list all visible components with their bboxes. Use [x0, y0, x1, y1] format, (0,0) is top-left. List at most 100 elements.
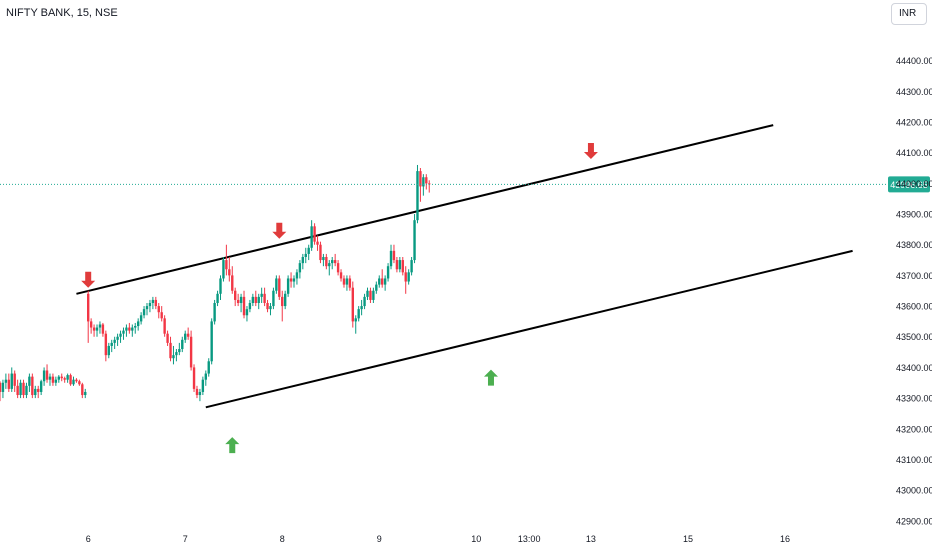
candle [125, 324, 128, 337]
candle [286, 275, 290, 297]
candle [75, 378, 78, 383]
candle [163, 315, 166, 337]
currency-button[interactable]: INR [891, 3, 927, 25]
candle [189, 330, 193, 371]
candle-body [213, 303, 216, 322]
candle [134, 322, 137, 334]
candle [351, 281, 354, 328]
candle-body [210, 321, 213, 362]
candle [304, 247, 307, 264]
candle [257, 293, 260, 310]
symbol-title[interactable]: NIFTY BANK, 15, NSE [6, 7, 118, 19]
candle [236, 293, 240, 307]
candle [107, 342, 110, 359]
candle-body [345, 278, 349, 285]
candle [22, 379, 25, 399]
channel-trendline[interactable] [205, 249, 853, 409]
candle-body [245, 309, 249, 316]
candle-body [60, 376, 63, 379]
candle-body [28, 376, 31, 386]
candle-body [57, 376, 60, 380]
candle-body [339, 272, 343, 279]
time-tick-label: 6 [86, 534, 91, 544]
candle [325, 253, 328, 270]
candle [186, 327, 190, 340]
candle-body [319, 244, 322, 261]
candle-body [75, 379, 78, 382]
candle [263, 287, 266, 307]
candle-body [84, 391, 87, 396]
candle [72, 376, 75, 386]
candle [413, 214, 416, 264]
candle [357, 306, 360, 322]
candle [298, 260, 302, 279]
candle-body [278, 278, 281, 297]
candle-body [66, 375, 69, 380]
candle [110, 339, 113, 353]
candle [51, 373, 55, 386]
candle [289, 272, 293, 288]
time-axis[interactable]: 6 7 8 9 10 13:00 13 15 16 [86, 534, 790, 544]
sell-arrow-icon [583, 142, 598, 159]
candle [339, 269, 343, 282]
sell-arrow-icon [81, 271, 96, 288]
candle-body [375, 284, 378, 291]
time-tick-label: 13 [586, 534, 596, 544]
candle-body [92, 327, 96, 331]
time-tick-label: 8 [280, 534, 285, 544]
candle-body [122, 330, 125, 334]
candle-body [48, 376, 52, 380]
candle [57, 375, 60, 383]
candle-body [248, 303, 252, 310]
candle [213, 299, 216, 325]
candle [272, 287, 275, 310]
candle [363, 293, 366, 310]
candle-body [254, 296, 257, 304]
candle [148, 299, 152, 313]
candle-body [110, 342, 113, 346]
candle [395, 256, 399, 273]
candle [0, 381, 2, 402]
candle [407, 269, 410, 285]
candle [89, 318, 93, 334]
candle-body [383, 278, 387, 285]
trendlines[interactable] [76, 124, 853, 409]
candle-body [289, 278, 293, 282]
candle [116, 333, 119, 346]
candle-body [234, 290, 237, 300]
candle-body [10, 373, 13, 389]
candle-body [63, 378, 66, 380]
candle [95, 324, 99, 337]
candle [34, 385, 37, 399]
candle-body [295, 272, 299, 279]
candle-body [363, 296, 366, 307]
candle [16, 379, 19, 399]
candle [283, 290, 287, 310]
candle-body [128, 327, 131, 331]
candle [295, 269, 299, 285]
candle [131, 324, 134, 337]
candle [392, 244, 396, 264]
candle [331, 256, 334, 270]
candle-body [198, 391, 202, 396]
channel-trendline[interactable] [76, 124, 774, 295]
price-tick-label: 43700.00 [896, 271, 932, 281]
candle-body [222, 260, 225, 279]
candle-body [151, 299, 155, 304]
candle-body [81, 384, 84, 396]
candle [157, 303, 160, 319]
candle-body [357, 309, 360, 319]
candle-body [139, 315, 143, 322]
candle [354, 315, 357, 334]
candle [145, 303, 149, 316]
candle-body [136, 321, 140, 327]
candle [119, 330, 122, 343]
candle-body [219, 278, 222, 294]
candle-body [22, 382, 25, 396]
candle [60, 373, 63, 382]
candle-body [104, 333, 108, 356]
price-axis[interactable]: 42900.00 43000.00 43100.00 43200.00 43300.00… [896, 56, 932, 526]
candle [37, 385, 40, 399]
candle-body [157, 306, 160, 313]
